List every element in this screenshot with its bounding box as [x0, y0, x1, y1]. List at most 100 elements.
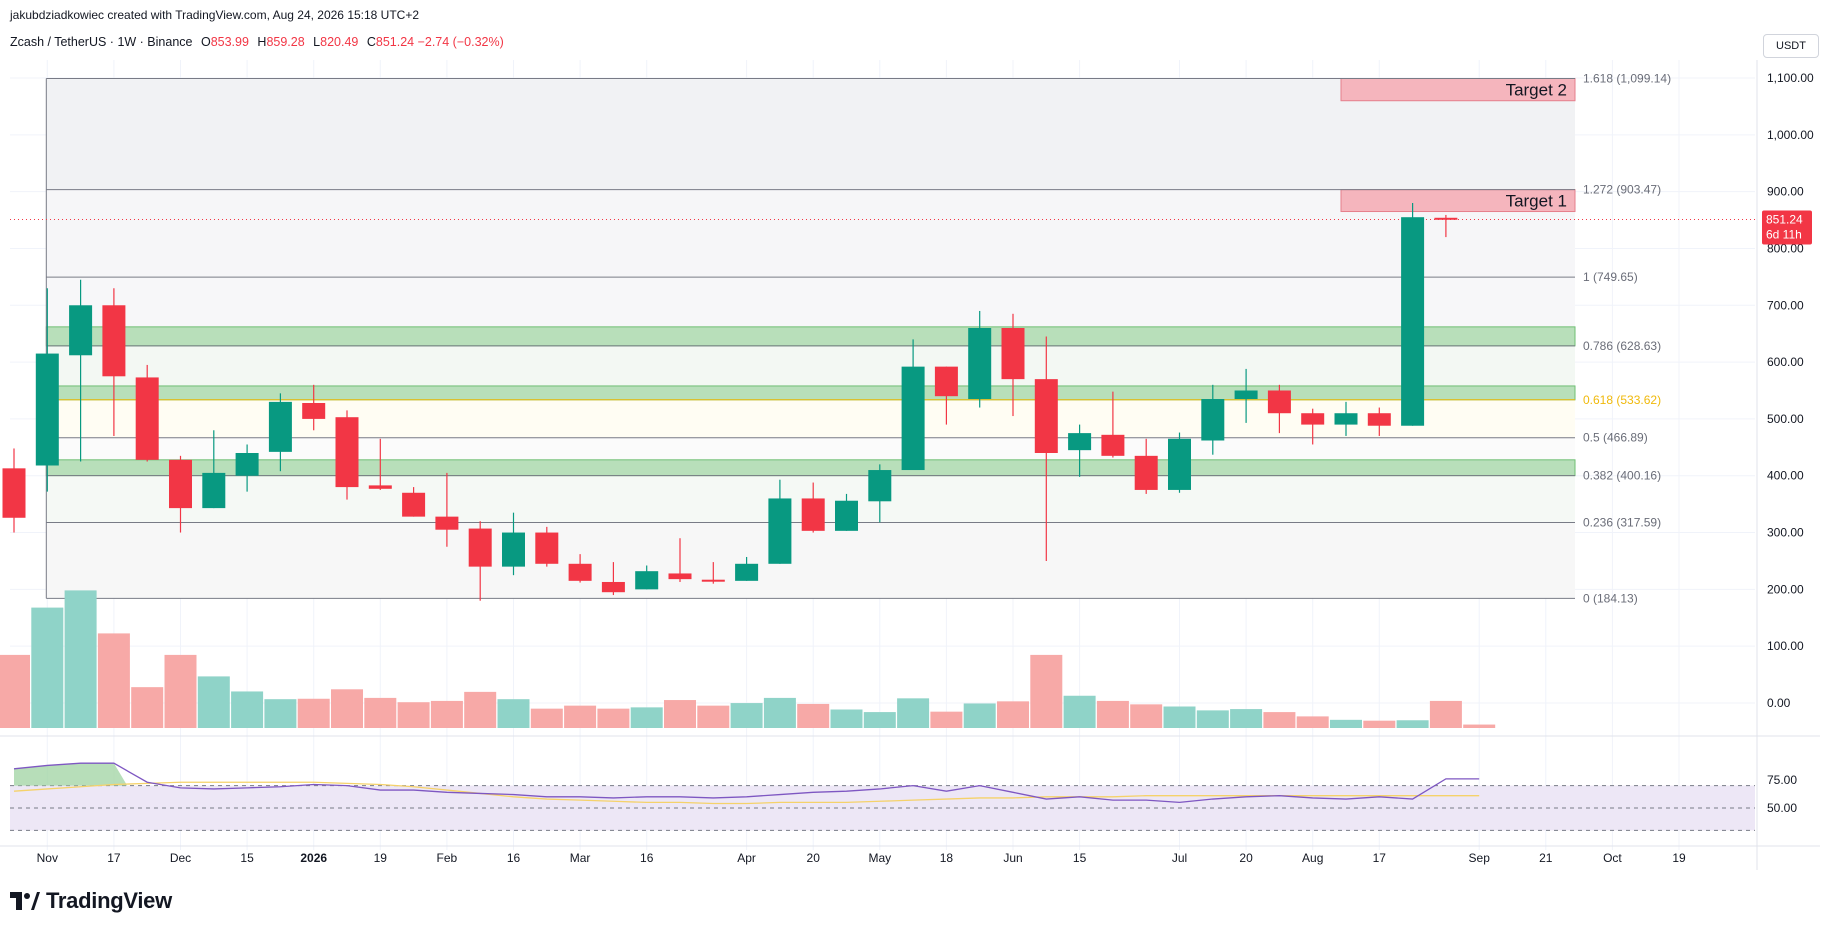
- candles-layer: [2, 203, 1458, 601]
- candle-body: [768, 498, 792, 564]
- fib-band: [46, 189, 1575, 278]
- time-tick-label: 20: [1239, 851, 1253, 865]
- candle: [169, 455, 192, 533]
- candle-body: [1201, 399, 1225, 441]
- support-zone: [45, 385, 1576, 401]
- support-zone: [45, 459, 1576, 477]
- volume-layer: [0, 590, 1496, 728]
- candle: [502, 512, 525, 576]
- volume-bar: [131, 687, 164, 728]
- time-tick-label: 20: [807, 851, 821, 865]
- candle-body: [901, 366, 925, 471]
- candle: [1367, 407, 1391, 436]
- candle-body: [835, 500, 858, 531]
- candle: [1267, 384, 1291, 434]
- candle: [435, 472, 459, 547]
- tradingview-logo-icon: [10, 892, 40, 910]
- time-tick-label: 2026: [300, 851, 327, 865]
- candle: [1134, 438, 1158, 494]
- price-tick-label: 600.00: [1767, 355, 1804, 369]
- last-price-value: 851.24: [1766, 212, 1803, 226]
- candle-body: [435, 516, 459, 530]
- candle: [801, 482, 825, 533]
- tradingview-logo[interactable]: TradingView: [10, 888, 172, 914]
- candle-body: [502, 532, 525, 567]
- price-tick-label: 1,000.00: [1767, 128, 1814, 142]
- volume-bar: [797, 703, 830, 728]
- symbol-legend: Zcash / TetherUS · 1W · Binance O853.99 …: [10, 35, 504, 49]
- volume-bar: [497, 699, 530, 728]
- fib-label: 1.618 (1,099.14): [1583, 71, 1671, 85]
- volume-bar: [1396, 720, 1429, 728]
- volume-bar: [1063, 695, 1096, 728]
- volume-bar: [530, 708, 563, 728]
- candle-body: [235, 453, 259, 476]
- time-tick-label: Dec: [170, 851, 191, 865]
- candle-body: [801, 498, 825, 531]
- candle-body: [1101, 434, 1125, 456]
- target-label: Target 2: [1506, 81, 1567, 100]
- candle: [102, 288, 126, 436]
- candle-body: [368, 485, 392, 489]
- attribution-text: jakubdziadkowiec created with TradingVie…: [10, 8, 420, 22]
- volume-bar: [1096, 700, 1129, 728]
- candle: [35, 288, 59, 492]
- time-tick-label: 17: [1373, 851, 1387, 865]
- candle: [635, 565, 659, 590]
- volume-bar: [0, 654, 30, 728]
- candle: [368, 438, 392, 490]
- candle: [1068, 424, 1092, 477]
- candle: [1301, 408, 1325, 445]
- volume-bar: [1030, 654, 1063, 728]
- candle: [402, 487, 426, 517]
- axes-layer: 1,100.00 1,000.00 900.00 800.00 700.00 600.00…: [0, 60, 1820, 870]
- time-tick-label: Aug: [1302, 851, 1323, 865]
- candle: [1034, 336, 1058, 561]
- candle-body: [1401, 217, 1425, 426]
- rsi-ma-line: [13, 781, 1480, 805]
- currency-selector[interactable]: USDT: [1763, 34, 1819, 58]
- volume-bar: [1463, 724, 1496, 728]
- candle: [934, 366, 958, 425]
- price-tick-label: 400.00: [1767, 469, 1804, 483]
- volume-bar: [297, 698, 330, 728]
- candle: [1434, 214, 1458, 238]
- fib-band: [46, 522, 1575, 599]
- volume-bar: [1196, 710, 1229, 728]
- candle: [335, 410, 359, 500]
- candle: [1168, 432, 1191, 493]
- price-tick-label: 500.00: [1767, 412, 1804, 426]
- volume-bar: [1296, 716, 1329, 728]
- price-tick-label: 300.00: [1767, 526, 1804, 540]
- tradingview-logo-text: TradingView: [46, 888, 172, 913]
- candle: [1101, 391, 1125, 458]
- candle-body: [335, 417, 359, 488]
- fib-label: 0.786 (628.63): [1583, 339, 1661, 353]
- candle-body: [1034, 379, 1058, 453]
- candle-body: [1267, 390, 1291, 414]
- time-tick-label: 15: [1073, 851, 1087, 865]
- candle: [1401, 203, 1425, 426]
- rsi-overbought-fill: [14, 763, 128, 786]
- time-tick-label: 16: [507, 851, 521, 865]
- candle-body: [169, 459, 192, 509]
- volume-bar: [1429, 700, 1462, 728]
- candle: [2, 448, 26, 533]
- volume-bar: [597, 708, 630, 728]
- time-tick-label: 19: [1672, 851, 1686, 865]
- fibonacci-layer: 1.618 (1,099.14) 1.272 (903.47) 1 (749.65)…: [10, 71, 1755, 605]
- candle-body: [535, 532, 559, 564]
- time-tick-label: Sep: [1469, 851, 1491, 865]
- candle-body: [1367, 413, 1391, 426]
- fib-label: 0.236 (317.59): [1583, 516, 1661, 530]
- candle: [1334, 401, 1358, 436]
- candle-body: [135, 377, 159, 460]
- volume-bar: [1363, 720, 1396, 728]
- time-tick-label: 19: [374, 851, 388, 865]
- candle-body: [1134, 455, 1158, 490]
- candle: [601, 562, 625, 596]
- candle-body: [1068, 433, 1092, 451]
- candle-body: [102, 305, 126, 377]
